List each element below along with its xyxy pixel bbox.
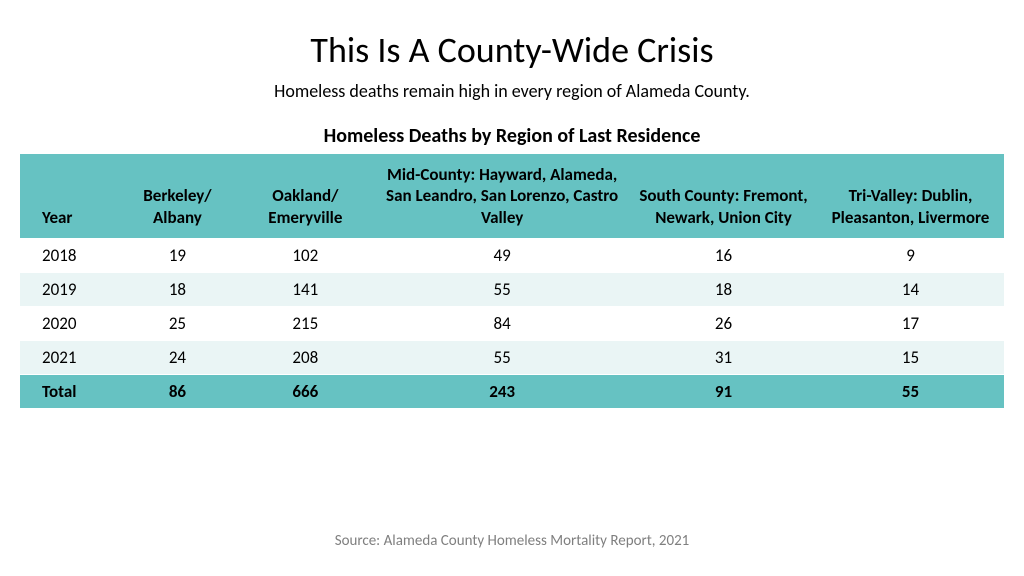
table-row: 2019 18 141 55 18 14: [20, 272, 1004, 306]
cell: 2018: [20, 238, 118, 272]
total-cell: 86: [118, 374, 236, 408]
page-subtitle: Homeless deaths remain high in every reg…: [0, 72, 1024, 102]
cell: 31: [630, 340, 817, 374]
table-header-row: Year Berkeley/ Albany Oakland/ Emeryvill…: [20, 154, 1004, 238]
cell: 102: [236, 238, 374, 272]
table-container: Year Berkeley/ Albany Oakland/ Emeryvill…: [0, 154, 1024, 409]
cell: 24: [118, 340, 236, 374]
cell: 25: [118, 306, 236, 340]
cell: 2021: [20, 340, 118, 374]
total-cell: Total: [20, 374, 118, 408]
col-oakland: Oakland/ Emeryville: [236, 154, 374, 238]
cell: 2020: [20, 306, 118, 340]
cell: 17: [817, 306, 1004, 340]
table-row: 2018 19 102 49 16 9: [20, 238, 1004, 272]
total-cell: 91: [630, 374, 817, 408]
cell: 215: [236, 306, 374, 340]
cell: 141: [236, 272, 374, 306]
cell: 49: [374, 238, 630, 272]
cell: 16: [630, 238, 817, 272]
cell: 55: [374, 340, 630, 374]
cell: 84: [374, 306, 630, 340]
deaths-table: Year Berkeley/ Albany Oakland/ Emeryvill…: [20, 154, 1004, 409]
total-cell: 666: [236, 374, 374, 408]
table-total-row: Total 86 666 243 91 55: [20, 374, 1004, 408]
table-row: 2020 25 215 84 26 17: [20, 306, 1004, 340]
table-title: Homeless Deaths by Region of Last Reside…: [0, 102, 1024, 154]
col-trivalley: Tri-Valley: Dublin, Pleasanton, Livermor…: [817, 154, 1004, 238]
cell: 18: [630, 272, 817, 306]
col-year: Year: [20, 154, 118, 238]
page-title: This Is A County-Wide Crisis: [0, 0, 1024, 72]
cell: 15: [817, 340, 1004, 374]
cell: 55: [374, 272, 630, 306]
cell: 18: [118, 272, 236, 306]
cell: 208: [236, 340, 374, 374]
cell: 26: [630, 306, 817, 340]
col-berkeley: Berkeley/ Albany: [118, 154, 236, 238]
cell: 2019: [20, 272, 118, 306]
cell: 9: [817, 238, 1004, 272]
table-row: 2021 24 208 55 31 15: [20, 340, 1004, 374]
source-citation: Source: Alameda County Homeless Mortalit…: [0, 532, 1024, 550]
total-cell: 55: [817, 374, 1004, 408]
cell: 14: [817, 272, 1004, 306]
col-midcounty: Mid-County: Hayward, Alameda, San Leandr…: [374, 154, 630, 238]
total-cell: 243: [374, 374, 630, 408]
cell: 19: [118, 238, 236, 272]
col-south: South County: Fremont, Newark, Union Cit…: [630, 154, 817, 238]
